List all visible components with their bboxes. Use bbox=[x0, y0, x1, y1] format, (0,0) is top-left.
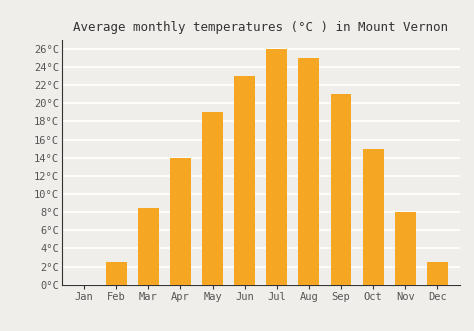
Bar bbox=[170, 158, 191, 285]
Bar bbox=[234, 76, 255, 285]
Bar bbox=[202, 112, 223, 285]
Title: Average monthly temperatures (°C ) in Mount Vernon: Average monthly temperatures (°C ) in Mo… bbox=[73, 22, 448, 34]
Bar bbox=[330, 94, 351, 285]
Bar bbox=[427, 262, 448, 285]
Bar bbox=[106, 262, 127, 285]
Bar bbox=[395, 212, 416, 285]
Bar bbox=[138, 208, 159, 285]
Bar bbox=[266, 49, 287, 285]
Bar bbox=[363, 149, 383, 285]
Bar bbox=[299, 58, 319, 285]
